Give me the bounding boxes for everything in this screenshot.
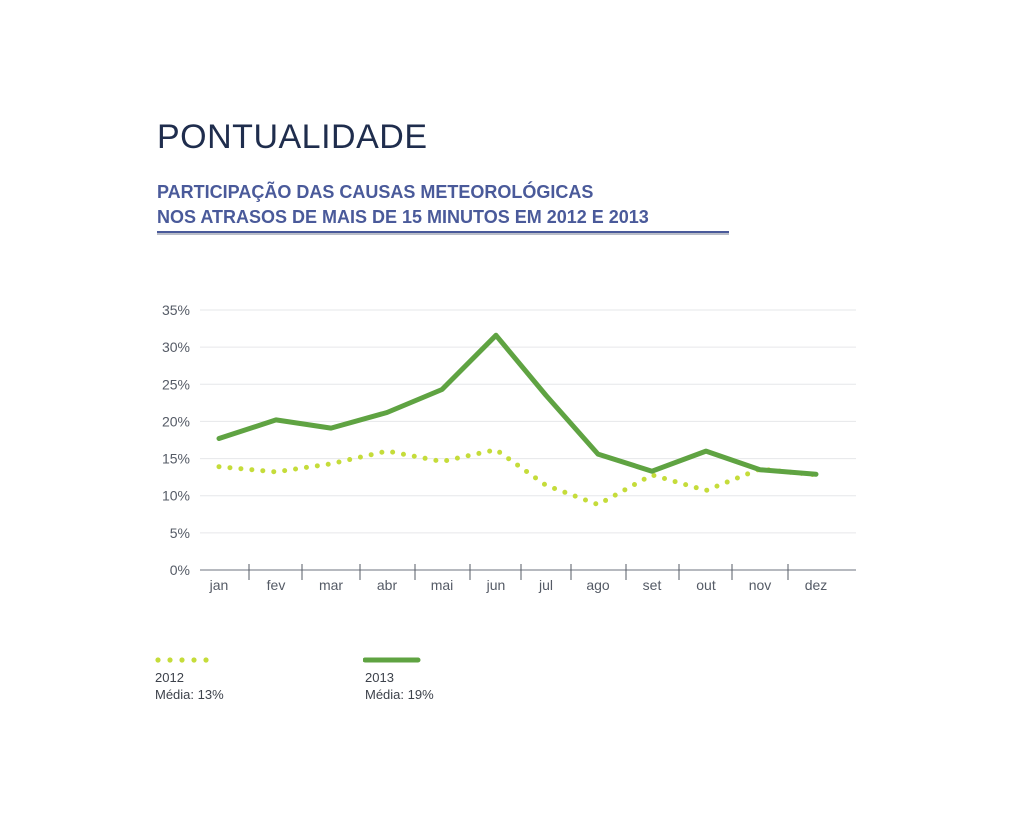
legend-dot: [167, 657, 173, 663]
x-tick-label: set: [643, 577, 662, 593]
legend-2013-average: Média: 19%: [365, 687, 434, 702]
series-line-2012: [216, 447, 819, 508]
legend-dot: [191, 657, 197, 663]
legend-2013: 2013 Média: 19%: [365, 669, 434, 703]
x-tick-label: jan: [209, 577, 229, 593]
y-tick-label: 30%: [162, 339, 190, 355]
legend-2012-label: 2012: [155, 670, 184, 685]
y-tick-label: 20%: [162, 413, 190, 429]
legend-dot: [155, 657, 161, 663]
legend-2012-swatch: [155, 657, 209, 663]
subtitle-line-1: PARTICIPAÇÃO DAS CAUSAS METEOROLÓGICAS: [157, 182, 594, 202]
y-axis-ticks: 0% 5% 10% 15% 20% 25% 30% 35%: [162, 302, 190, 578]
chart-subtitle: PARTICIPAÇÃO DAS CAUSAS METEOROLÓGICAS N…: [157, 180, 649, 230]
legend-2013-label: 2013: [365, 670, 394, 685]
x-tick-label: mar: [319, 577, 343, 593]
x-tick-label: jun: [486, 577, 506, 593]
y-tick-label: 0%: [170, 562, 190, 578]
grid-lines: [200, 309, 856, 534]
series-line-2013: [216, 332, 819, 477]
x-tick-label: abr: [377, 577, 398, 593]
x-tick-label: mai: [431, 577, 454, 593]
y-tick-label: 25%: [162, 376, 190, 392]
x-tick-label: nov: [749, 577, 772, 593]
legend-dot: [203, 657, 209, 663]
page-title: PONTUALIDADE: [157, 118, 428, 156]
subtitle-underline: [157, 231, 729, 235]
y-tick-label: 35%: [162, 302, 190, 318]
legend-2012-average: Média: 13%: [155, 687, 224, 702]
y-tick-label: 15%: [162, 451, 190, 467]
legend-2013-swatch: [363, 657, 421, 663]
x-tick-label: fev: [267, 577, 286, 593]
x-tick-label: jul: [538, 577, 553, 593]
x-tick-label: out: [696, 577, 716, 593]
x-tick-label: dez: [805, 577, 828, 593]
y-tick-label: 5%: [170, 525, 190, 541]
x-tick-label: ago: [586, 577, 610, 593]
series-lines: [216, 332, 819, 508]
legend-dot: [179, 657, 185, 663]
x-axis: jan fev mar abr mai jun jul ago set out nov dez: [200, 564, 856, 593]
subtitle-line-2: NOS ATRASOS DE MAIS DE 15 MINUTOS EM 201…: [157, 207, 649, 227]
y-tick-label: 10%: [162, 488, 190, 504]
legend-2012: 2012 Média: 13%: [155, 669, 224, 703]
